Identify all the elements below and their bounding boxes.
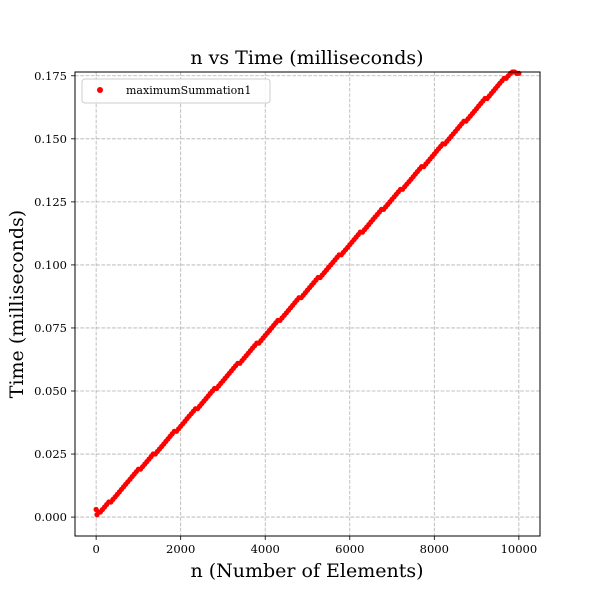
y-tick-label: 0.125 bbox=[34, 195, 67, 209]
y-tick-label: 0.025 bbox=[34, 447, 67, 461]
x-axis-label: n (Number of Elements) bbox=[190, 560, 423, 582]
x-tick-label: 10000 bbox=[501, 542, 538, 556]
legend-box bbox=[81, 78, 271, 104]
chart-title: n vs Time (milliseconds) bbox=[190, 47, 423, 69]
y-tick-label: 0.050 bbox=[34, 384, 67, 398]
x-axis-ticks: 0 2000 4000 6000 8000 10000 bbox=[92, 536, 537, 556]
x-tick-label: 4000 bbox=[251, 542, 280, 556]
x-tick-label: 0 bbox=[92, 542, 99, 556]
y-tick-label: 0.175 bbox=[34, 69, 67, 83]
plot-frame bbox=[74, 71, 541, 537]
x-tick-label: 6000 bbox=[335, 542, 364, 556]
legend: maximumSummation1 bbox=[81, 78, 271, 104]
legend-label: maximumSummation1 bbox=[126, 84, 251, 97]
data-point bbox=[516, 70, 522, 76]
y-tick-label: 0.075 bbox=[34, 321, 67, 335]
y-axis-label: Time (milliseconds) bbox=[6, 210, 28, 398]
grid bbox=[75, 72, 540, 536]
y-tick-label: 0.150 bbox=[34, 132, 67, 146]
x-tick-label: 2000 bbox=[166, 542, 195, 556]
y-tick-label: 0.100 bbox=[34, 258, 67, 272]
x-tick-label: 8000 bbox=[420, 542, 449, 556]
legend-marker bbox=[97, 87, 103, 93]
y-tick-label: 0.000 bbox=[34, 510, 67, 524]
data-points bbox=[93, 69, 522, 518]
y-axis-ticks: 0.000 0.025 0.050 0.075 0.100 0.125 0.150 0.175 bbox=[34, 69, 75, 524]
